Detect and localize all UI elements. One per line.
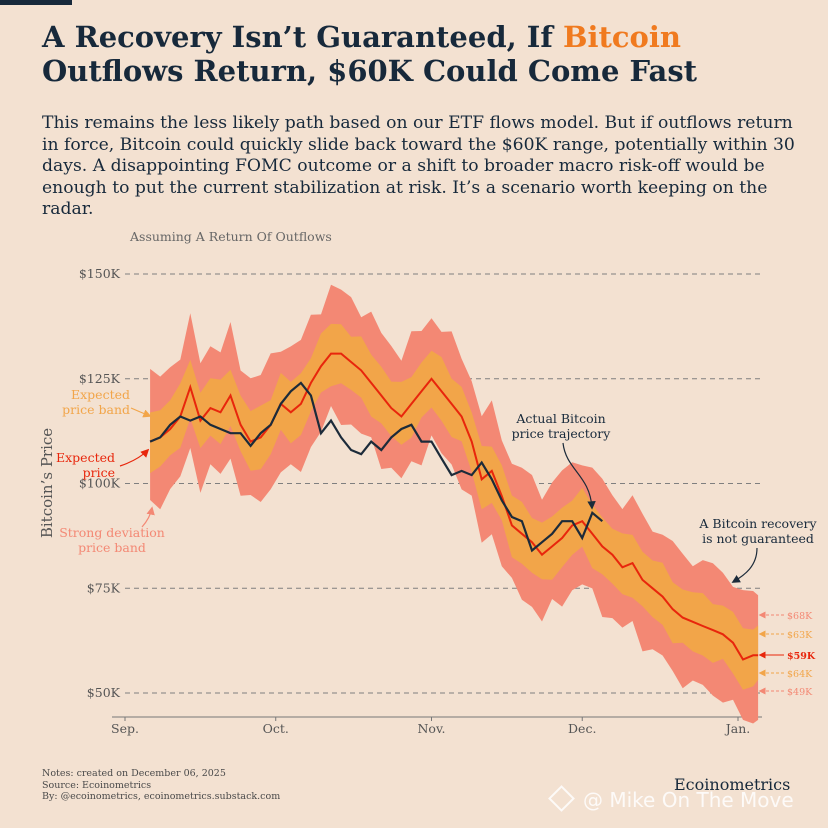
x-tick-label-dec: Dec. bbox=[568, 721, 596, 736]
brand-name: Ecoinometrics bbox=[674, 775, 791, 794]
y-tick-label-150K: $150K bbox=[79, 266, 121, 281]
x-tick-label-jan: Jan. bbox=[724, 721, 751, 736]
annotation-recovery: A Bitcoin recovery bbox=[698, 516, 817, 531]
top-accent-bar bbox=[0, 0, 72, 5]
annotation-expected-band: price band bbox=[62, 402, 130, 417]
x-tick-label-oct: Oct. bbox=[263, 721, 289, 736]
title-part1: A Recovery Isn’t Guaranteed, If bbox=[42, 20, 563, 54]
annotation-expected-band: Expected bbox=[71, 387, 130, 402]
end-label-59k: $59K bbox=[787, 651, 816, 662]
page-title: A Recovery Isn’t Guaranteed, If Bitcoin … bbox=[42, 20, 822, 88]
y-tick-label-125K: $125K bbox=[79, 371, 121, 386]
footer-notes: Notes: created on December 06, 2025 Sour… bbox=[42, 768, 280, 803]
annotation-expected-price: price bbox=[83, 465, 115, 480]
end-label-49k: $49K bbox=[787, 687, 813, 698]
watermark-text: @ Mike On The Move bbox=[583, 788, 794, 812]
annotation-arrow-actual-price bbox=[562, 442, 596, 510]
notes-text: Notes: created on December 06, 2025 bbox=[42, 768, 226, 779]
end-label-68k: $68K bbox=[787, 611, 813, 622]
expected-price-band bbox=[150, 323, 759, 690]
annotation-arrow-strong-band bbox=[141, 506, 155, 528]
y-tick-label-75K: $75K bbox=[87, 580, 121, 595]
y-tick-label-50K: $50K bbox=[87, 685, 121, 700]
end-label-64k: $64K bbox=[787, 669, 813, 680]
title-part2: Outflows Return, $60K Could Come Fast bbox=[42, 54, 698, 88]
expected-price-line bbox=[149, 352, 759, 661]
actual-price-line bbox=[149, 381, 604, 553]
diamond-icon bbox=[548, 785, 575, 812]
strong-deviation-band bbox=[150, 284, 759, 724]
y-axis-label: Bitcoin’s Price bbox=[38, 428, 56, 538]
source-text: Source: Ecoinometrics bbox=[42, 779, 152, 791]
annotation-arrow-recovery bbox=[731, 547, 758, 583]
y-tick-label-100K: $100K bbox=[79, 476, 121, 491]
annotation-strong-band: Strong deviation bbox=[59, 525, 165, 540]
end-label-63k: $63K bbox=[787, 630, 813, 641]
title-highlight: Bitcoin bbox=[562, 20, 681, 54]
annotation-strong-band: price band bbox=[78, 540, 146, 555]
annotation-expected-price: Expected bbox=[56, 450, 115, 465]
annotation-actual-price: Actual Bitcoin bbox=[515, 411, 605, 426]
watermark: @ Mike On The Move bbox=[548, 785, 794, 812]
annotation-actual-price: price trajectory bbox=[512, 426, 612, 441]
x-tick-label-nov: Nov. bbox=[417, 721, 445, 736]
annotation-arrow-expected-price bbox=[119, 448, 150, 467]
chart-subtitle: Assuming A Return Of Outflows bbox=[129, 229, 332, 244]
byline-text: By: @ecoinometrics, ecoinometrics.substa… bbox=[42, 791, 281, 802]
x-tick-label-sep: Sep. bbox=[111, 721, 139, 736]
annotation-recovery: is not guaranteed bbox=[702, 531, 814, 546]
page-subtitle: This remains the less likely path based … bbox=[42, 113, 795, 219]
annotation-arrow-expected-band bbox=[130, 407, 152, 418]
